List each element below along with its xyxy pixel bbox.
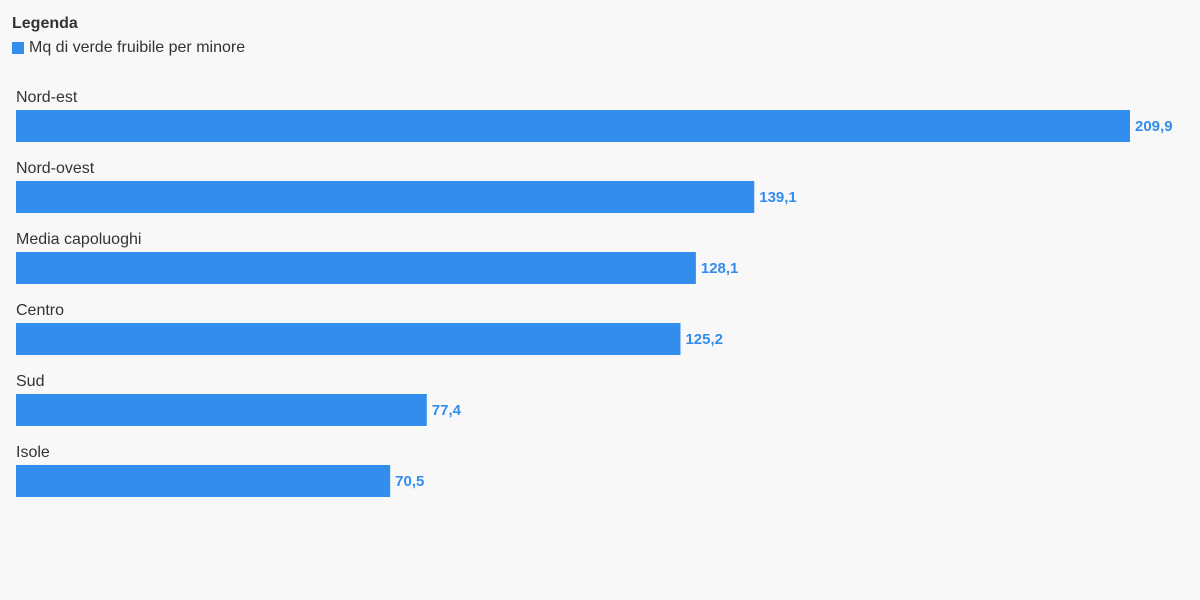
category-label: Sud <box>16 373 44 390</box>
value-label: 77,4 <box>432 402 462 419</box>
bar <box>16 181 755 213</box>
legend-swatch <box>12 42 24 54</box>
value-label: 70,5 <box>395 473 424 490</box>
legend-label: Mq di verde fruibile per minore <box>29 39 245 56</box>
category-label: Nord-ovest <box>16 160 95 177</box>
value-label: 128,1 <box>701 260 739 277</box>
value-label: 125,2 <box>685 331 723 348</box>
value-label: 139,1 <box>759 189 797 206</box>
category-label: Isole <box>16 444 50 461</box>
bar <box>16 394 427 426</box>
bar <box>16 110 1130 142</box>
bar <box>16 465 391 497</box>
legend-title: Legenda <box>12 15 78 32</box>
category-label: Media capoluoghi <box>16 231 141 248</box>
value-label: 209,9 <box>1135 118 1173 135</box>
bar <box>16 323 681 355</box>
bar <box>16 252 696 284</box>
category-label: Nord-est <box>16 89 78 106</box>
category-label: Centro <box>16 302 64 319</box>
